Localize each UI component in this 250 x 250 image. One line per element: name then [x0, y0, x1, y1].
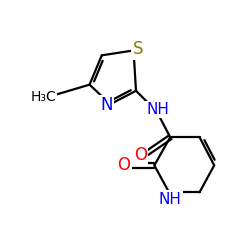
- Text: O: O: [117, 156, 130, 174]
- Text: H₃C: H₃C: [30, 90, 56, 104]
- Text: NH: NH: [146, 102, 170, 117]
- Text: N: N: [100, 96, 113, 114]
- Text: S: S: [133, 40, 143, 58]
- Text: NH: NH: [159, 192, 182, 206]
- Text: O: O: [134, 146, 147, 164]
